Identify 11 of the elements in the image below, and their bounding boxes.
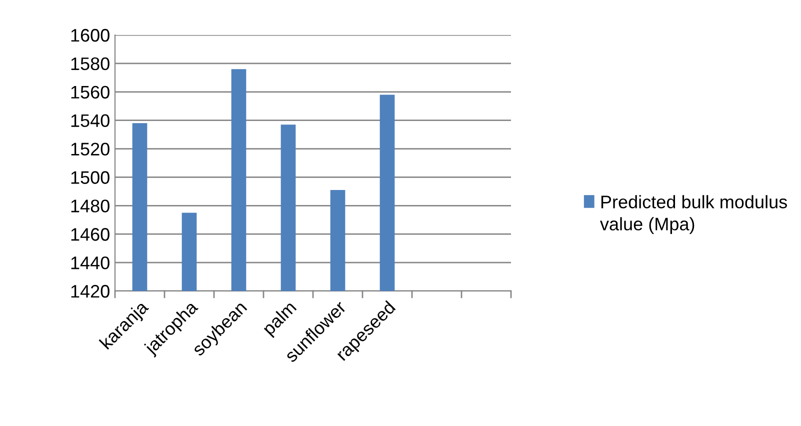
legend-label: Predicted bulk modulus value (Mpa) [600, 195, 787, 234]
y-tick-label: 1460 [71, 228, 110, 241]
y-tick-label: 1480 [71, 200, 110, 212]
y-tick-label: 1580 [71, 57, 110, 70]
y-tick-label: 1440 [71, 256, 110, 270]
y-tick-label: 1540 [71, 114, 110, 128]
y-tick-label: 1520 [71, 142, 110, 156]
y-tick-label: 1600 [71, 28, 110, 42]
y-tick-label: 1420 [71, 284, 110, 298]
y-tick-label: 1500 [71, 171, 110, 184]
y-tick-label: 1560 [71, 86, 110, 99]
